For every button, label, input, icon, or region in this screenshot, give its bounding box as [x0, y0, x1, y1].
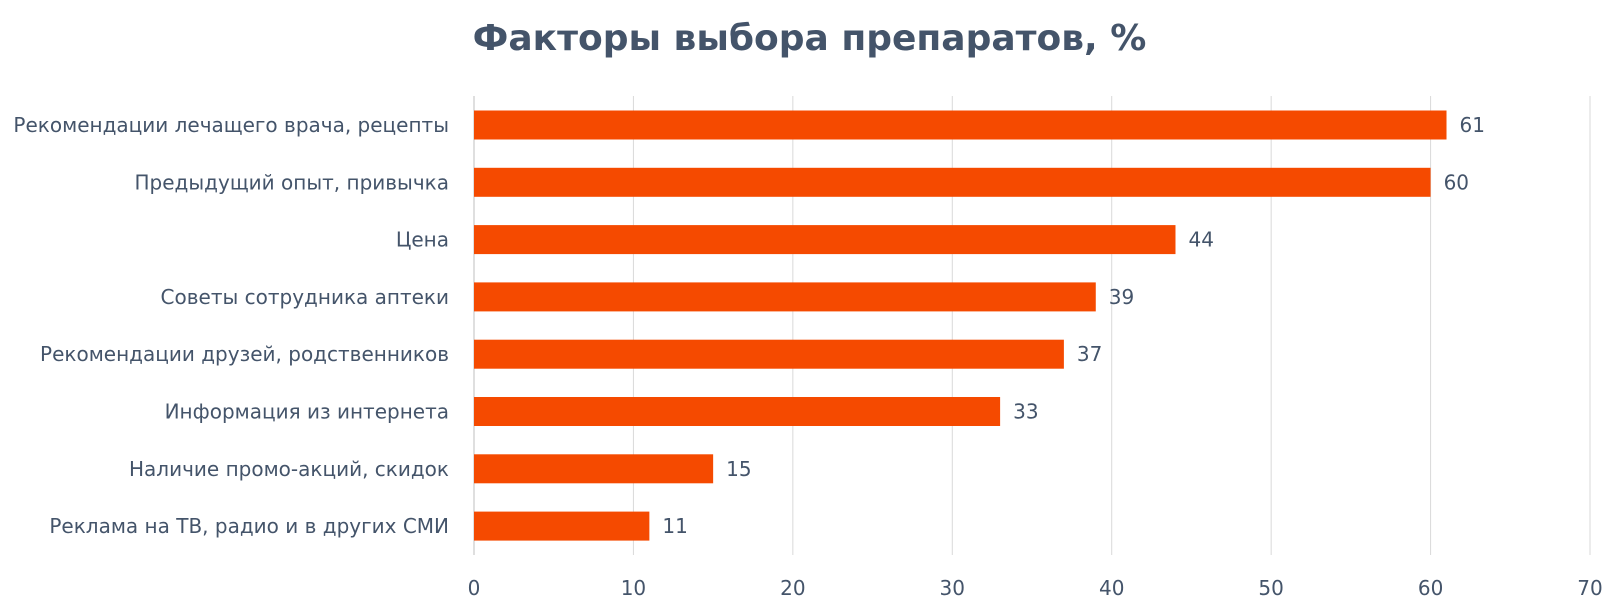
category-label: Советы сотрудника аптеки	[161, 285, 449, 309]
x-tick-label: 40	[1099, 576, 1124, 600]
category-label: Предыдущий опыт, привычка	[135, 170, 449, 194]
data-label: 37	[1077, 342, 1102, 366]
x-tick-label: 10	[621, 576, 646, 600]
x-tick-label: 70	[1577, 576, 1602, 600]
category-label: Наличие промо-акций, скидок	[129, 457, 449, 481]
category-label: Рекомендации лечащего врача, рецепты	[13, 113, 449, 137]
bar	[474, 339, 1064, 369]
bar	[474, 167, 1431, 197]
data-label: 61	[1460, 113, 1485, 137]
category-label: Цена	[396, 228, 449, 252]
chart-title: Факторы выбора препаратов, %	[472, 18, 1147, 59]
data-label: 39	[1109, 285, 1134, 309]
x-tick-label: 0	[468, 576, 481, 600]
bar	[474, 282, 1096, 312]
x-tick-label: 20	[780, 576, 805, 600]
data-label: 33	[1013, 400, 1038, 424]
data-label: 44	[1188, 228, 1213, 252]
bar	[474, 225, 1176, 255]
x-tick-label: 60	[1418, 576, 1443, 600]
data-label: 60	[1444, 170, 1469, 194]
category-label: Реклама на ТВ, радио и в других СМИ	[49, 514, 449, 538]
data-label: 15	[726, 457, 751, 481]
category-label: Информация из интернета	[165, 400, 449, 424]
bar	[474, 110, 1447, 140]
bar	[474, 397, 1001, 426]
bar	[474, 511, 650, 541]
bar	[474, 454, 714, 484]
x-tick-label: 50	[1258, 576, 1283, 600]
data-label: 11	[662, 514, 687, 538]
x-tick-label: 30	[940, 576, 965, 600]
category-label: Рекомендации друзей, родственников	[40, 342, 449, 366]
